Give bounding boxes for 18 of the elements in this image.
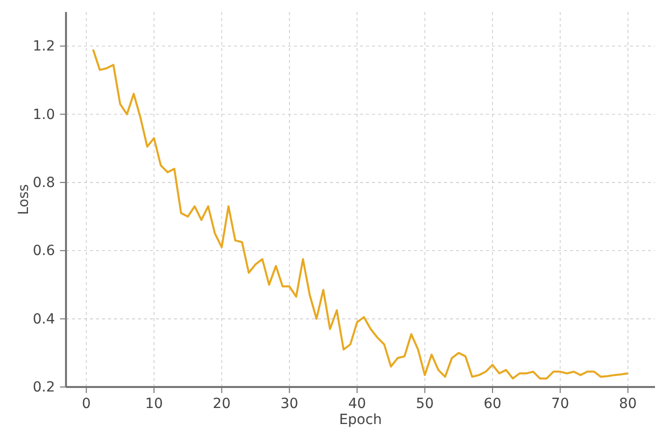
x-tick-label: 30: [280, 396, 298, 412]
x-tick-label: 80: [619, 396, 637, 412]
y-tick-label: 1.2: [32, 38, 55, 55]
x-tick-label: 10: [145, 396, 163, 412]
y-tick-label: 0.2: [32, 379, 55, 396]
y-tick-label: 1.0: [32, 106, 55, 123]
y-tick-label: 0.4: [32, 311, 56, 328]
line-series: [92, 48, 629, 380]
x-tick-label: 0: [82, 396, 91, 412]
x-tick-label: 50: [416, 396, 434, 412]
x-tick-label: 60: [484, 396, 502, 412]
x-tick-label: 20: [212, 396, 231, 412]
y-tick-label: 0.6: [32, 243, 56, 260]
x-tick-label: 70: [551, 396, 570, 412]
x-axis-title: Epoch: [339, 412, 382, 428]
x-tick-label: 40: [348, 396, 366, 412]
y-tick-label: 0.8: [32, 174, 55, 191]
y-axis-title: Loss: [16, 184, 32, 215]
